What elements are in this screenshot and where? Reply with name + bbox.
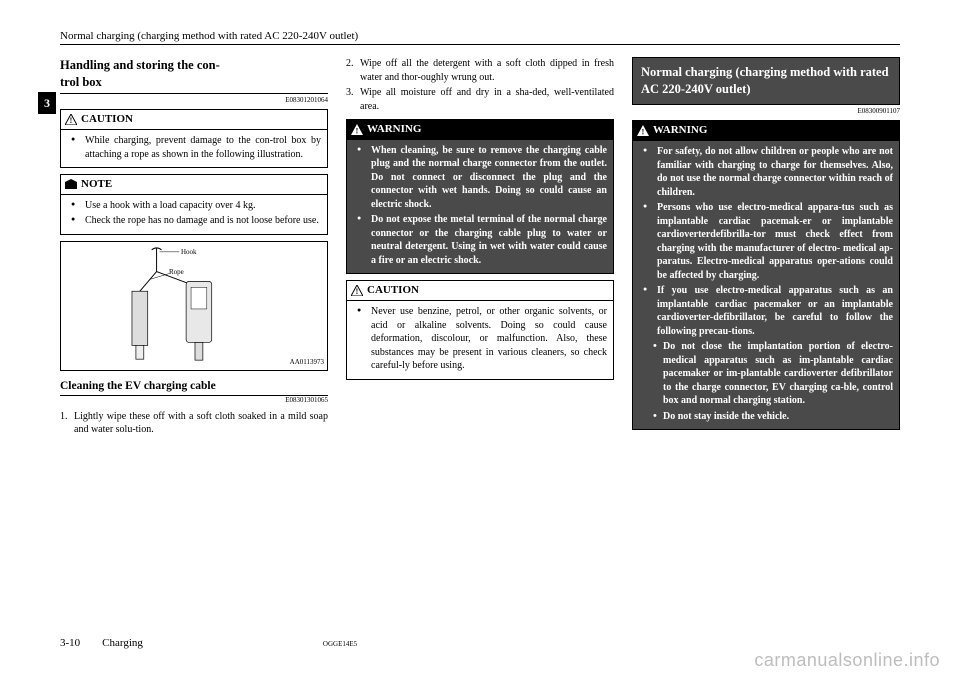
step-text: Wipe all moisture off and dry in a sha-d…	[360, 86, 614, 113]
note-item: Check the rope has no damage and is not …	[75, 214, 321, 228]
page-number: 3-10	[60, 637, 80, 649]
caution-head: ! CAUTION	[61, 110, 327, 130]
section-title: Handling and storing the con- trol box	[60, 57, 328, 94]
warning-label: WARNING	[653, 123, 707, 138]
columns: Handling and storing the con- trol box E…	[60, 57, 900, 439]
warning-item: For safety, do not allow children or peo…	[647, 145, 893, 199]
illus-label-rope: Rope	[169, 268, 184, 277]
main-section-title: Normal charging (charging method with ra…	[632, 57, 900, 105]
chapter-name: Charging	[102, 637, 143, 649]
illus-label-hook: Hook	[181, 248, 197, 257]
warning-body: For safety, do not allow children or peo…	[633, 141, 899, 429]
caution-item: Never use benzine, petrol, or other orga…	[361, 305, 607, 373]
caution-head: ! CAUTION	[347, 281, 613, 301]
subsection-title: Cleaning the EV charging cable	[60, 379, 328, 397]
step-num: 1.	[60, 410, 74, 437]
warning-item: Persons who use electro-medical appara-t…	[647, 201, 893, 282]
warning-subitem: Do not stay inside the vehicle.	[647, 410, 893, 424]
page-footer: 3-10 Charging OGGE14E5	[60, 637, 900, 649]
svg-text:!: !	[642, 128, 645, 137]
svg-text:!: !	[356, 126, 359, 135]
warning-triangle-icon: !	[637, 125, 649, 136]
warning-subitem: Do not close the implantation portion of…	[647, 340, 893, 408]
column-1: Handling and storing the con- trol box E…	[60, 57, 328, 439]
illus-code: AA0113973	[290, 358, 324, 367]
note-item: Use a hook with a load capacity over 4 k…	[75, 199, 321, 213]
step-num: 2.	[346, 57, 360, 84]
note-icon	[65, 179, 77, 189]
step: 2. Wipe off all the detergent with a sof…	[346, 57, 614, 84]
warning-label: WARNING	[367, 122, 421, 137]
warning-triangle-icon: !	[65, 114, 77, 125]
warning-body: When cleaning, be sure to remove the cha…	[347, 140, 613, 274]
caution-body: While charging, prevent damage to the co…	[61, 130, 327, 167]
side-tab: 3	[38, 92, 56, 114]
warning-triangle-icon: !	[351, 124, 363, 135]
caution-label: CAUTION	[81, 112, 133, 127]
svg-text:!: !	[70, 116, 73, 125]
step: 3. Wipe all moisture off and dry in a sh…	[346, 86, 614, 113]
page-content: Normal charging (charging method with ra…	[60, 30, 900, 439]
warning-item: When cleaning, be sure to remove the cha…	[361, 144, 607, 212]
warning-triangle-icon: !	[351, 285, 363, 296]
warning-item: Do not expose the metal terminal of the …	[361, 213, 607, 267]
step-text: Wipe off all the detergent with a soft c…	[360, 57, 614, 84]
illustration-svg	[61, 242, 327, 370]
step: 1. Lightly wipe these off with a soft cl…	[60, 410, 328, 437]
ref-code: E08301201064	[60, 96, 328, 105]
step-text: Lightly wipe these off with a soft cloth…	[74, 410, 328, 437]
warning-head: ! WARNING	[347, 120, 613, 140]
column-3: Normal charging (charging method with ra…	[632, 57, 900, 439]
note-box: NOTE Use a hook with a load capacity ove…	[60, 174, 328, 235]
svg-text:!: !	[356, 287, 359, 296]
warning-head: ! WARNING	[633, 121, 899, 141]
note-head: NOTE	[61, 175, 327, 195]
caution-box: ! CAUTION While charging, prevent damage…	[60, 109, 328, 168]
watermark: carmanualsonline.info	[754, 650, 940, 671]
caution-label: CAUTION	[367, 283, 419, 298]
note-label: NOTE	[81, 177, 112, 192]
note-body: Use a hook with a load capacity over 4 k…	[61, 195, 327, 234]
warning-box: ! WARNING For safety, do not allow child…	[632, 120, 900, 430]
column-2: 2. Wipe off all the detergent with a sof…	[346, 57, 614, 439]
caution-box: ! CAUTION Never use benzine, petrol, or …	[346, 280, 614, 379]
caution-item: While charging, prevent damage to the co…	[75, 134, 321, 161]
running-header: Normal charging (charging method with ra…	[60, 30, 900, 45]
caution-body: Never use benzine, petrol, or other orga…	[347, 301, 613, 379]
warning-box: ! WARNING When cleaning, be sure to remo…	[346, 119, 614, 274]
doc-code: OGGE14E5	[323, 640, 357, 648]
illustration: Hook Rope AA0113973	[60, 241, 328, 371]
ref-code: E08301301065	[60, 396, 328, 405]
warning-item: If you use electro-medical apparatus suc…	[647, 284, 893, 338]
ref-code: E08300901107	[632, 107, 900, 116]
step-num: 3.	[346, 86, 360, 113]
